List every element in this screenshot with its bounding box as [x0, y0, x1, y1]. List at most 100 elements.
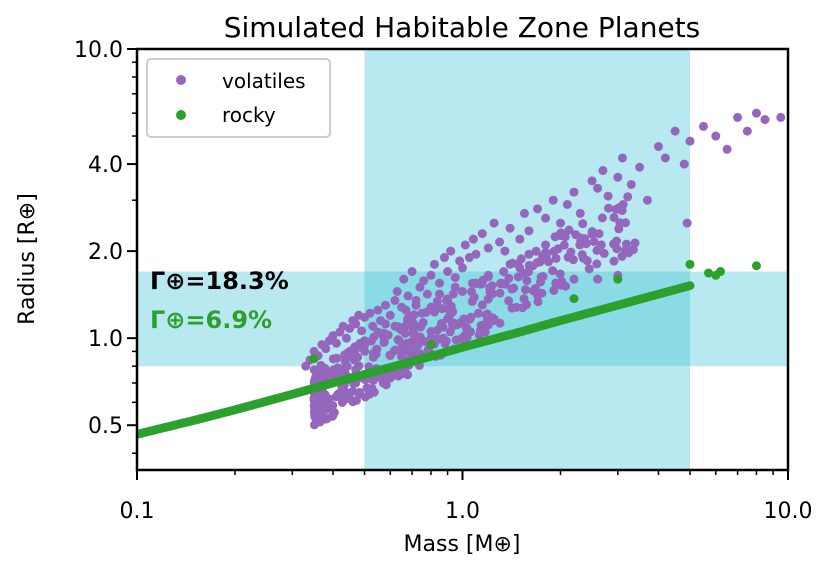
- volatiles-point: [555, 218, 565, 228]
- rocky-point: [685, 281, 695, 291]
- volatiles-point: [380, 319, 390, 329]
- x-tick-label: 1.0: [445, 499, 480, 524]
- volatiles-point: [682, 218, 692, 228]
- volatiles-point: [593, 183, 603, 193]
- legend: volatiles rocky: [146, 58, 331, 138]
- volatiles-point: [365, 308, 375, 318]
- volatiles-point: [549, 285, 559, 295]
- volatiles-point: [460, 240, 470, 250]
- volatiles-point: [392, 287, 402, 297]
- volatiles-point: [609, 256, 619, 266]
- volatiles-point: [446, 246, 456, 256]
- volatiles-point: [328, 331, 338, 341]
- volatiles-point: [380, 300, 390, 310]
- volatiles-point: [357, 326, 367, 336]
- volatiles-point: [458, 263, 467, 273]
- volatiles-point: [504, 273, 514, 283]
- volatiles-point: [476, 325, 486, 335]
- volatiles-point: [564, 225, 574, 235]
- volatiles-point: [589, 237, 599, 247]
- y-axis-ticks: 0.5 1.0 2.0 4.0 10.0: [74, 38, 137, 454]
- volatiles-point: [426, 270, 436, 280]
- volatiles-point: [341, 333, 351, 343]
- volatiles-point: [571, 230, 581, 240]
- volatiles-point: [500, 246, 510, 256]
- volatiles-point: [584, 264, 594, 274]
- volatiles-point: [536, 272, 546, 282]
- volatiles-point: [323, 399, 333, 409]
- rocky-point: [569, 294, 579, 304]
- volatiles-point: [477, 300, 487, 310]
- volatiles-point: [445, 309, 455, 319]
- volatiles-point: [569, 274, 579, 284]
- volatiles-point: [495, 237, 505, 247]
- rocky-point: [751, 261, 761, 271]
- volatiles-point: [489, 316, 499, 326]
- volatiles-point: [368, 321, 378, 331]
- volatiles-point: [587, 176, 597, 186]
- volatiles-point: [471, 249, 481, 259]
- volatiles-point: [711, 131, 721, 141]
- volatiles-point: [432, 325, 442, 335]
- volatiles-point: [471, 278, 481, 288]
- volatiles-point: [504, 296, 514, 306]
- volatiles-point: [592, 245, 602, 255]
- volatiles-point: [722, 144, 732, 154]
- volatiles-point: [455, 256, 465, 266]
- volatiles-point: [458, 287, 467, 297]
- volatiles-point: [495, 288, 505, 298]
- volatiles-point: [333, 389, 343, 399]
- volatiles-point: [477, 229, 487, 239]
- volatiles-point: [396, 351, 406, 361]
- x-tick-label: 10.0: [764, 499, 813, 524]
- volatiles-point: [415, 282, 425, 292]
- rocky-point: [715, 267, 725, 277]
- volatiles-point: [310, 409, 320, 419]
- data-points: [137, 108, 786, 439]
- volatiles-point: [371, 349, 381, 359]
- y-tick-label: 2.0: [88, 240, 123, 265]
- rocky-point: [685, 259, 695, 269]
- volatiles-point: [592, 259, 602, 269]
- volatiles-point: [531, 246, 541, 256]
- volatiles-point: [400, 328, 410, 338]
- volatiles-point: [323, 370, 333, 380]
- volatiles-point: [344, 393, 354, 403]
- y-tick-label: 10.0: [74, 38, 123, 63]
- volatiles-point: [435, 278, 445, 288]
- volatiles-point: [519, 208, 529, 218]
- rocky-point: [426, 340, 436, 350]
- volatiles-point: [389, 346, 399, 356]
- volatiles-point: [594, 229, 604, 239]
- volatiles-point: [318, 363, 328, 373]
- volatiles-point: [462, 323, 472, 333]
- volatiles-point: [310, 401, 320, 411]
- volatiles-point: [483, 270, 493, 280]
- volatiles-point: [485, 283, 495, 293]
- volatiles-point: [603, 203, 613, 213]
- volatiles-point: [635, 162, 645, 172]
- volatiles-point: [497, 279, 507, 289]
- volatiles-point: [440, 339, 450, 349]
- volatiles-point: [309, 420, 319, 430]
- volatiles-point: [399, 274, 409, 284]
- volatiles-point: [459, 314, 469, 324]
- annotation-gamma-volatiles: Γ⊕=18.3%: [150, 267, 289, 295]
- volatiles-point: [499, 267, 509, 277]
- volatiles-point: [523, 267, 533, 277]
- volatiles-point: [390, 321, 400, 331]
- volatiles-point: [555, 269, 565, 279]
- volatiles-point: [521, 285, 531, 295]
- volatiles-point: [385, 310, 395, 320]
- volatiles-point: [733, 112, 743, 122]
- volatiles-point: [337, 397, 347, 407]
- volatiles-point: [679, 159, 689, 169]
- volatiles-point: [426, 302, 436, 312]
- volatiles-point: [443, 267, 453, 277]
- legend-label-rocky: rocky: [222, 103, 276, 127]
- volatiles-point: [460, 330, 470, 340]
- volatiles-point: [413, 341, 423, 351]
- volatiles-point: [555, 229, 565, 239]
- volatiles-point: [468, 234, 478, 244]
- x-axis-ticks: 0.1 1.0 10.0: [120, 470, 813, 524]
